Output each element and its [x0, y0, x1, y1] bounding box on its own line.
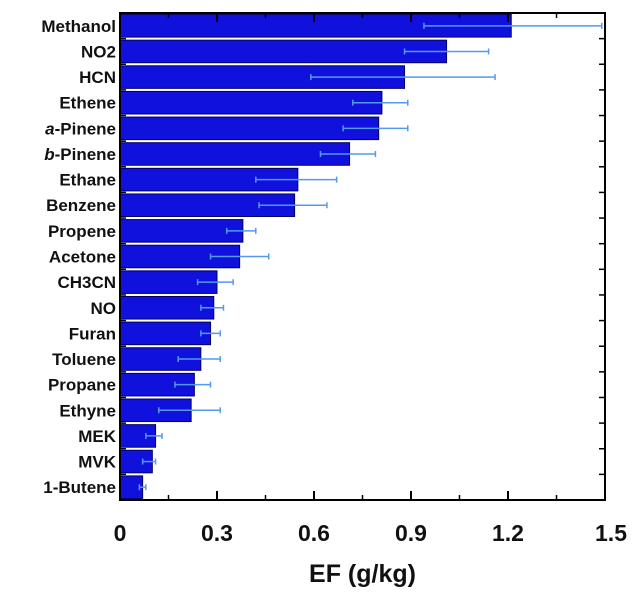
error-bars-group: [138, 22, 603, 491]
error-bar-no: [200, 304, 225, 311]
error-bar-ethyne: [158, 407, 221, 414]
error-bar-ethane: [255, 176, 338, 183]
error-bar-b-pinene: [319, 150, 377, 157]
category-label-ethyne: Ethyne: [59, 401, 116, 420]
error-bar-toluene: [177, 356, 221, 363]
category-label-acetone: Acetone: [49, 248, 116, 267]
category-label-no: NO: [91, 299, 117, 318]
category-label-1-butene: 1-Butene: [43, 478, 116, 497]
error-bar-mek: [145, 432, 163, 439]
category-label-ethene: Ethene: [59, 94, 116, 113]
category-label-no2: NO2: [81, 42, 116, 61]
error-bar-propane: [174, 381, 212, 388]
error-bar-1-butene: [138, 484, 147, 491]
axis-ticks-group: [119, 13, 606, 500]
x-tick-label: 0: [114, 520, 127, 546]
error-bar-benzene: [258, 202, 328, 209]
bar-ethene: [119, 90, 383, 115]
bar-b-pinene: [119, 142, 351, 166]
category-label-methanol: Methanol: [41, 17, 116, 36]
category-label-furan: Furan: [69, 324, 116, 343]
error-bar-mvk: [141, 458, 157, 465]
category-label-a-pinene: a-Pinene: [45, 119, 116, 138]
category-label-b-pinene: b-Pinene: [44, 145, 116, 164]
x-tick-label: 0.6: [298, 520, 330, 546]
category-label-benzene: Benzene: [46, 196, 116, 215]
category-label-ch3cn: CH3CN: [57, 273, 116, 292]
category-label-ethane: Ethane: [59, 171, 116, 190]
x-tick-label: 1.2: [492, 520, 524, 546]
x-axis-title: EF (g/kg): [309, 560, 416, 588]
category-labels-group: Methanol NO2 HCN Ethene a-Pinene b-Pinene Etha…: [41, 17, 116, 497]
error-bar-furan: [200, 330, 221, 337]
bars-group: [119, 14, 512, 499]
error-bar-methanol: [423, 22, 603, 29]
category-label-propene: Propene: [48, 222, 116, 241]
error-bar-no2: [403, 48, 490, 55]
error-bar-ethene: [352, 99, 409, 106]
category-label-mvk: MVK: [78, 453, 117, 472]
x-tick-labels-group: 0 0.3 0.6 0.9 1.2 1.5: [114, 520, 628, 546]
bar-a-pinene: [119, 116, 380, 141]
category-label-hcn: HCN: [79, 68, 116, 87]
bar-furan: [119, 321, 212, 346]
error-bar-hcn: [310, 74, 496, 81]
bar-no: [119, 295, 215, 320]
category-label-mek: MEK: [78, 427, 117, 446]
error-bar-propene: [225, 227, 257, 234]
bar-no2: [119, 39, 448, 64]
x-tick-label: 0.3: [201, 520, 233, 546]
error-bar-a-pinene: [342, 125, 409, 132]
error-bar-ch3cn: [196, 279, 234, 286]
category-label-toluene: Toluene: [52, 350, 116, 369]
x-tick-label: 1.5: [595, 520, 627, 546]
bar-propene: [119, 219, 244, 243]
x-tick-label: 0.9: [395, 520, 427, 546]
error-bar-acetone: [209, 253, 270, 260]
category-label-propane: Propane: [48, 376, 116, 395]
